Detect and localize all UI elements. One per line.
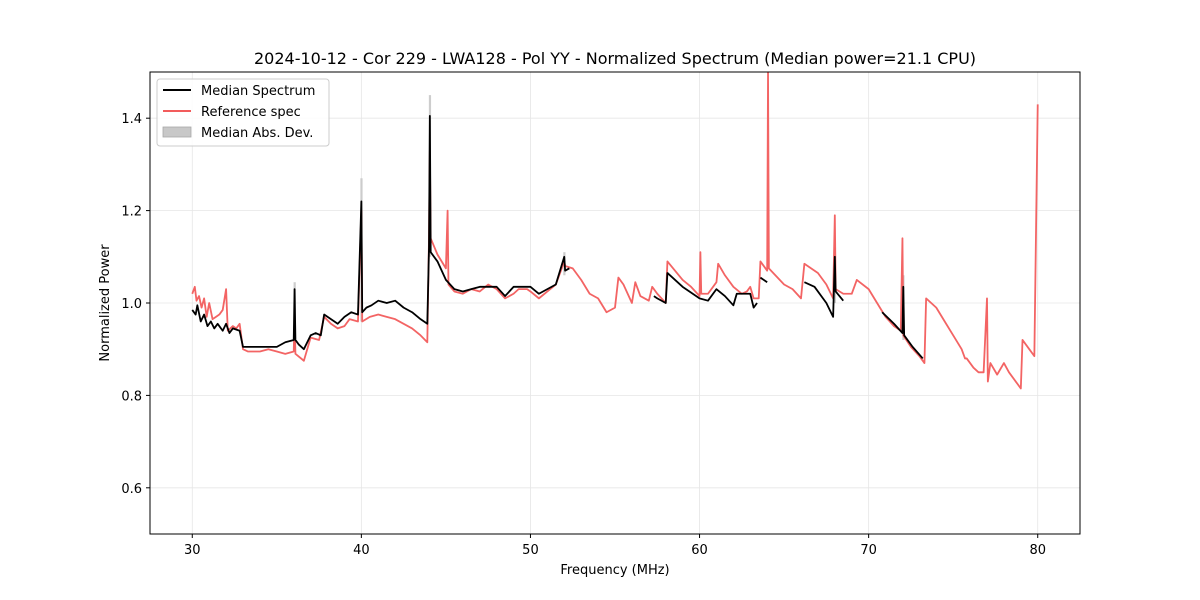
- x-tick-label: 60: [691, 543, 708, 558]
- chart-title: 2024-10-12 - Cor 229 - LWA128 - Pol YY -…: [254, 49, 976, 68]
- y-tick-label: 0.8: [121, 389, 142, 404]
- y-axis-label: Normalized Power: [98, 244, 113, 362]
- series-line-median-spectrum: [191, 114, 570, 351]
- y-tick-label: 1.4: [121, 112, 142, 127]
- legend-label-median-abs-dev: Median Abs. Dev.: [201, 126, 313, 141]
- legend-label-median-spectrum: Median Spectrum: [201, 84, 315, 99]
- y-tick-label: 0.6: [121, 482, 142, 497]
- x-tick-label: 80: [1029, 543, 1046, 558]
- x-tick-label: 40: [353, 543, 370, 558]
- legend-swatch-median-abs-dev: [162, 126, 192, 138]
- tick-layer: 30 40 50 60 70 80 0.6 0.8 1.0 1.2 1.4: [121, 112, 1046, 558]
- x-axis-label: Frequency (MHz): [560, 563, 669, 578]
- series-line-median-spectrum: [881, 285, 924, 360]
- y-tick-label: 1.0: [121, 297, 142, 312]
- legend: Median Spectrum Reference spec Median Ab…: [156, 78, 330, 147]
- x-tick-label: 50: [522, 543, 539, 558]
- series-line-median-spectrum: [804, 255, 844, 318]
- series-line-median-spectrum: [759, 276, 768, 283]
- legend-label-reference-spec: Reference spec: [201, 105, 301, 120]
- series-line-median-spectrum: [653, 272, 758, 309]
- legend-box: [156, 78, 330, 147]
- x-tick-label: 30: [184, 543, 201, 558]
- x-tick-label: 70: [860, 543, 877, 558]
- series-layer: [191, 72, 1039, 390]
- grid-layer: [150, 72, 1080, 534]
- y-tick-label: 1.2: [121, 205, 142, 220]
